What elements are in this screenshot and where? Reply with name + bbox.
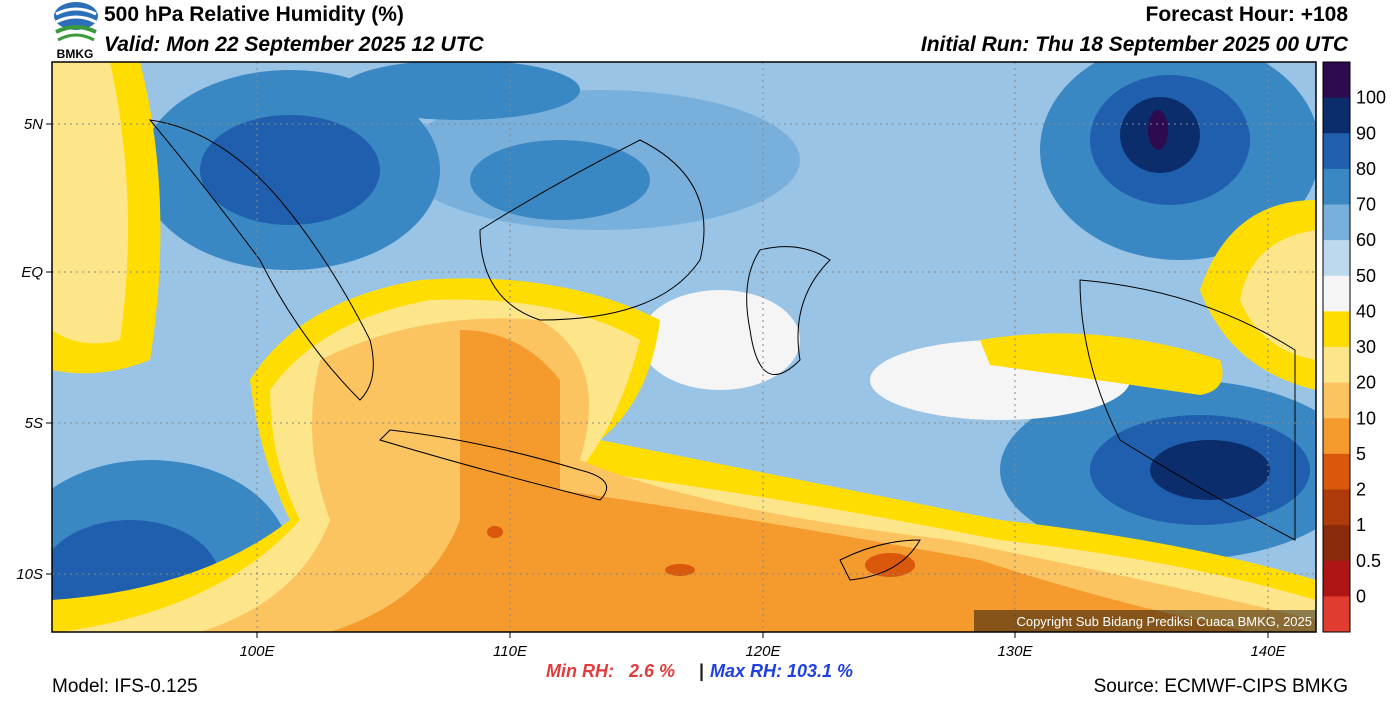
source: Source: ECMWF-CIPS BMKG [1094, 676, 1348, 697]
colorbar-swatch [1323, 97, 1350, 134]
lon-label: 110E [493, 643, 528, 660]
colorbar-swatch [1323, 168, 1350, 205]
colorbar-label: 80 [1356, 159, 1376, 179]
copyright: Copyright Sub Bidang Prediksi Cuaca BMKG… [1016, 614, 1312, 629]
logo: BMKG [54, 2, 98, 61]
lat-label: 5S [25, 415, 43, 432]
valid-time: Valid: Mon 22 September 2025 12 UTC [104, 33, 485, 56]
initial-run: Initial Run: Thu 18 September 2025 00 UT… [921, 33, 1349, 56]
colorbar-swatch [1323, 596, 1350, 633]
colorbar-swatch [1323, 525, 1350, 562]
colorbar-swatch [1323, 347, 1350, 384]
lat-label: EQ [21, 264, 43, 281]
colorbar-swatch [1323, 453, 1350, 490]
colorbar-frame [1322, 61, 1351, 633]
lat-label: 10S [16, 566, 43, 583]
forecast-hour: Forecast Hour: +108 [1146, 3, 1349, 26]
colorbar-label: 70 [1356, 195, 1376, 215]
colorbar-swatch [1323, 489, 1350, 526]
colorbar-label: 0.5 [1356, 551, 1381, 571]
colorbar-swatch [1323, 418, 1350, 455]
colorbar-label: 10 [1356, 408, 1376, 428]
colorbar-label: 1 [1356, 515, 1366, 535]
colorbar-label: 100 [1356, 88, 1386, 108]
lon-label: 100E [239, 643, 275, 660]
lon-label: 120E [745, 643, 781, 660]
coastlines [148, 119, 1296, 581]
colorbar-swatch [1323, 62, 1350, 99]
colorbar-label: 90 [1356, 123, 1376, 143]
colorbar-swatch [1323, 382, 1350, 419]
lat-label: 5N [24, 116, 43, 133]
lon-label: 140E [1250, 643, 1286, 660]
colorbar-swatch [1323, 133, 1350, 170]
colorbar-label: 60 [1356, 230, 1376, 250]
colorbar-label: 5 [1356, 444, 1366, 464]
logo-text: BMKG [57, 47, 94, 61]
colorbar-swatch [1323, 560, 1350, 597]
colorbar-label: 50 [1356, 266, 1376, 286]
title: 500 hPa Relative Humidity (%) [104, 3, 404, 26]
colorbar: 100 90 80 70 60 50 40 30 20 10 5 2 1 0.5 0 [1322, 61, 1386, 633]
colorbar-swatch [1323, 240, 1350, 277]
humidity-field [52, 62, 1316, 632]
map-frame [51, 61, 1317, 633]
colorbar-label: 0 [1356, 586, 1366, 606]
colorbar-label: 2 [1356, 480, 1366, 500]
max-rh: Max RH: 103.1 % [710, 661, 853, 681]
colorbar-swatch [1323, 311, 1350, 348]
colorbar-label: 30 [1356, 337, 1376, 357]
colorbar-swatch [1323, 204, 1350, 241]
copyright-bg [974, 610, 1316, 632]
grid: 5N EQ 5S 10S 100E 110E 120E 130E 140E [16, 62, 1316, 660]
model: Model: IFS-0.125 [52, 676, 198, 697]
colorbar-label: 40 [1356, 301, 1376, 321]
colorbar-swatch [1323, 275, 1350, 312]
separator: | [699, 661, 704, 681]
min-rh: Min RH: 2.6 % [546, 661, 675, 681]
colorbar-label: 20 [1356, 373, 1376, 393]
lon-label: 130E [997, 643, 1033, 660]
